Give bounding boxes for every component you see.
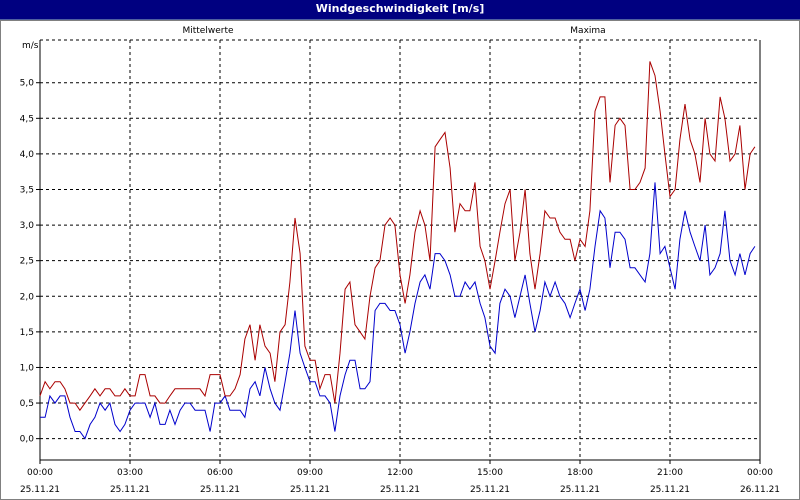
x-tick-date: 26.11.21 (740, 485, 780, 495)
y-tick-label: 1,5 (20, 328, 34, 338)
y-tick-label: 4,5 (20, 114, 34, 124)
series-line-mittelwerte (40, 182, 756, 440)
legend-mittelwerte: Mittelwerte (182, 26, 233, 36)
series-lines (39, 61, 756, 440)
x-tick-date: 25.11.21 (470, 485, 510, 495)
x-tick-date: 25.11.21 (110, 485, 150, 495)
y-tick-label: 2,5 (20, 257, 34, 267)
x-tick-time: 09:00 (297, 468, 323, 478)
x-tick-time: 12:00 (387, 468, 413, 478)
y-tick-label: 4,0 (20, 150, 35, 160)
x-tick-date: 25.11.21 (20, 485, 60, 495)
grid-lines (40, 39, 760, 460)
x-tick-date: 25.11.21 (380, 485, 420, 495)
x-tick-labels: 00:00 25.11.21 03:00 25.11.21 06:00 25.11.21 0… (20, 468, 780, 495)
y-tick-label: 5,0 (20, 79, 35, 89)
x-tick-time: 06:00 (207, 468, 233, 478)
y-tick-label: 3,0 (20, 221, 35, 231)
x-tick-date: 25.11.21 (290, 485, 330, 495)
chart-title-bar: Windgeschwindigkeit [m/s] (0, 0, 800, 20)
legend-maxima: Maxima (570, 26, 605, 36)
y-tick-label: 0,5 (20, 399, 34, 409)
y-tick-labels: 0,0 0,5 1,0 1,5 2,0 2,5 3,0 3,5 4,0 4,5 5,0 (20, 79, 35, 445)
x-tick-time: 00:00 (747, 468, 773, 478)
x-tick-time: 18:00 (567, 468, 593, 478)
y-axis-unit-label: m/s (22, 41, 39, 51)
x-tick-date: 25.11.21 (650, 485, 690, 495)
x-tick-date: 25.11.21 (200, 485, 240, 495)
y-tick-label: 1,0 (20, 363, 35, 373)
x-tick-time: 15:00 (477, 468, 503, 478)
x-tick-time: 00:00 (27, 468, 53, 478)
axes (36, 40, 761, 464)
series-line-maxima (39, 61, 756, 412)
x-tick-time: 03:00 (117, 468, 143, 478)
x-tick-date: 25.11.21 (560, 485, 600, 495)
y-tick-label: 0,0 (20, 435, 35, 445)
x-tick-time: 21:00 (657, 468, 683, 478)
y-tick-label: 2,0 (20, 292, 35, 302)
y-tick-label: 3,5 (20, 185, 34, 195)
